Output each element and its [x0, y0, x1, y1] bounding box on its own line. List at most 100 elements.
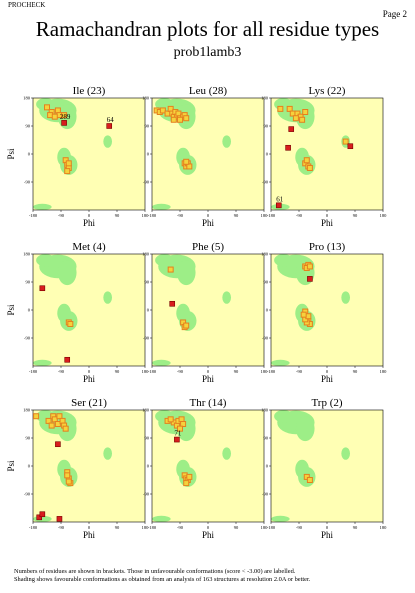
data-point	[303, 473, 310, 480]
y-tick-label: 0	[266, 464, 269, 469]
outlier-point	[307, 276, 313, 282]
x-axis-label: Phi	[321, 530, 334, 540]
ramachandran-panel-6: Ser (21) -180 -90 0 90 180 -90 0 90 180 Phi Psi	[6, 397, 149, 540]
outlier-point	[55, 441, 61, 448]
favourable-region	[103, 135, 113, 148]
favourable-region	[33, 203, 52, 210]
outlier-label: 64	[107, 116, 115, 124]
x-tick-label: -180	[267, 213, 276, 218]
ramachandran-panel-4: Phe (5) -180 -90 0 90 180 -90 0 90 180 Phi	[142, 241, 268, 384]
favourable-region	[176, 260, 196, 286]
y-tick-label: 90	[26, 124, 31, 129]
favourable-region	[222, 135, 232, 148]
x-tick-label: -90	[177, 213, 184, 218]
footnote: Numbers of residues are shown in bracket…	[14, 568, 310, 584]
page-number: Page 2	[382, 9, 407, 19]
outlier-point	[64, 356, 71, 363]
y-tick-label: -90	[143, 180, 150, 185]
x-axis-label: Phi	[83, 530, 96, 540]
data-point	[300, 311, 307, 318]
data-point	[303, 157, 310, 164]
y-tick-label: -90	[262, 180, 269, 185]
x-tick-label: 180	[142, 369, 150, 374]
data-point	[306, 263, 313, 270]
outlier-point	[275, 202, 282, 209]
data-point	[65, 160, 72, 167]
x-axis-label: Phi	[202, 218, 215, 228]
data-point	[183, 158, 190, 165]
x-tick-label: 90	[353, 369, 358, 374]
x-tick-label: 0	[207, 525, 210, 530]
footnote-line-2: Shading shows favourable conformations a…	[14, 576, 311, 583]
favourable-region	[295, 459, 309, 479]
ramachandran-panel-5: Pro (13) -180 -90 0 90 180 -90 0 90 180 Phi	[261, 241, 387, 384]
data-point	[302, 109, 309, 115]
outlier-point	[169, 300, 176, 307]
panel-title: Leu (28)	[189, 85, 228, 97]
y-tick-label: 0	[147, 464, 150, 469]
favourable-region	[222, 291, 232, 304]
y-tick-label: 90	[26, 280, 31, 285]
favourable-region	[341, 291, 351, 304]
data-point	[183, 480, 190, 487]
x-tick-label: -180	[148, 213, 157, 218]
data-point	[64, 168, 71, 175]
panel-title: Ile (23)	[73, 85, 106, 97]
y-tick-label: -90	[24, 180, 31, 185]
data-point	[170, 116, 177, 123]
y-tick-label: -90	[143, 336, 150, 341]
x-tick-label: -90	[296, 369, 303, 374]
favourable-region	[103, 447, 113, 460]
favourable-region	[57, 303, 71, 323]
x-axis-label: Phi	[83, 218, 96, 228]
x-tick-label: -180	[29, 525, 38, 530]
x-tick-label: -90	[58, 213, 65, 218]
y-tick-label: 180	[261, 252, 269, 257]
favourable-region	[103, 291, 113, 304]
x-tick-label: 0	[326, 213, 329, 218]
x-axis-label: Phi	[202, 374, 215, 384]
outlier-point	[347, 143, 354, 150]
x-tick-label: 0	[207, 213, 210, 218]
data-point	[51, 113, 58, 120]
y-tick-label: 180	[23, 252, 31, 257]
data-point	[277, 105, 284, 112]
y-tick-label: -90	[24, 492, 31, 497]
x-tick-label: -90	[177, 369, 184, 374]
outlier-point	[56, 516, 63, 522]
y-tick-label: 90	[26, 436, 31, 441]
favourable-region	[271, 515, 290, 523]
x-tick-label: -180	[267, 369, 276, 374]
data-point	[306, 165, 313, 171]
x-tick-label: 90	[234, 213, 239, 218]
x-tick-label: 180	[261, 213, 269, 218]
data-point	[33, 413, 40, 420]
y-tick-label: 0	[266, 152, 269, 157]
data-point	[54, 421, 61, 427]
y-tick-label: -90	[262, 492, 269, 497]
outlier-label: 71	[174, 430, 182, 438]
panel-title: Met (4)	[72, 241, 106, 253]
y-tick-label: 90	[145, 436, 150, 441]
x-tick-label: 90	[115, 213, 120, 218]
data-point	[177, 116, 183, 123]
x-tick-label: 90	[353, 213, 358, 218]
y-tick-label: 90	[145, 124, 150, 129]
data-point	[306, 477, 313, 483]
x-tick-label: -90	[58, 369, 65, 374]
favourable-region	[152, 359, 171, 366]
data-point	[61, 112, 68, 119]
data-point	[48, 422, 55, 429]
x-axis-label: Phi	[321, 218, 334, 228]
x-tick-label: -180	[148, 369, 157, 374]
x-tick-label: -180	[29, 213, 38, 218]
x-axis-label: Phi	[321, 374, 334, 384]
favourable-region	[341, 447, 351, 460]
x-tick-label: 90	[115, 525, 120, 530]
data-point	[292, 115, 299, 122]
x-axis-label: Phi	[83, 374, 96, 384]
x-tick-label: -180	[148, 525, 157, 530]
x-tick-label: 180	[380, 213, 388, 218]
outlier-label: 289	[60, 113, 71, 121]
panel-title: Phe (5)	[192, 241, 224, 253]
